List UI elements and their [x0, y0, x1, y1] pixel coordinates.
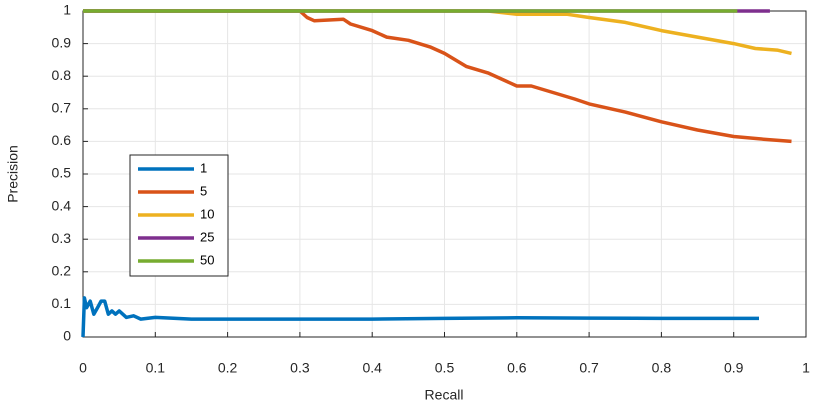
x-axis-label: Recall — [425, 387, 464, 403]
x-tick-label: 0.7 — [579, 360, 599, 376]
y-tick-label: 0.7 — [52, 100, 72, 116]
legend-label: 5 — [200, 183, 207, 198]
x-tick-label: 0.6 — [507, 360, 527, 376]
y-tick-label: 0 — [63, 328, 71, 344]
line-series — [81, 296, 759, 338]
x-tick-label: 0.3 — [290, 360, 310, 376]
x-tick-label: 0.9 — [724, 360, 744, 376]
x-tick-label: 0.8 — [652, 360, 672, 376]
y-tick-label: 0.1 — [52, 295, 72, 311]
legend-label: 1 — [200, 160, 207, 175]
y-tick-label: 0.8 — [52, 67, 72, 83]
y-tick-label: 0.9 — [52, 34, 72, 50]
y-tick-label: 0.3 — [52, 230, 72, 246]
legend-label: 25 — [200, 229, 214, 244]
y-tick-label: 1 — [63, 2, 71, 18]
x-tick-label: 1 — [802, 360, 810, 376]
y-axis-label: Precision — [5, 145, 21, 203]
y-tick-label: 0.4 — [52, 197, 72, 213]
x-tick-label: 0 — [79, 360, 87, 376]
legend-label: 50 — [200, 252, 214, 267]
legend-label: 10 — [200, 206, 214, 221]
x-tick-label: 0.2 — [218, 360, 238, 376]
y-tick-label: 0.2 — [52, 263, 72, 279]
x-tick-label: 0.4 — [362, 360, 382, 376]
y-tick-label: 0.5 — [52, 165, 72, 181]
x-tick-label: 0.1 — [146, 360, 166, 376]
y-tick-label: 0.6 — [52, 132, 72, 148]
line-series — [83, 9, 792, 56]
x-tick-label: 0.5 — [435, 360, 455, 376]
line-series — [83, 9, 792, 144]
